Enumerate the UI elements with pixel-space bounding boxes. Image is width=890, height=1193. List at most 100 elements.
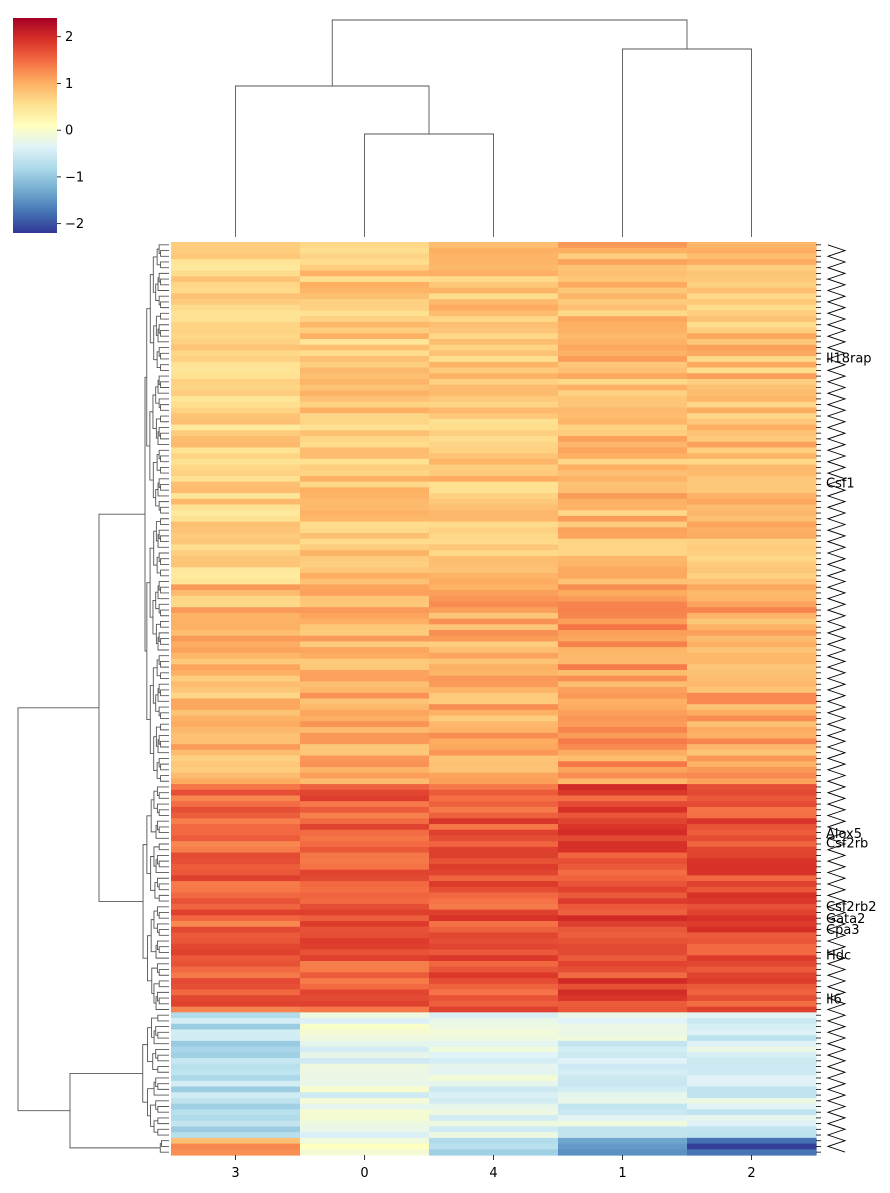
heatmap-cell xyxy=(429,932,559,939)
heatmap-cell xyxy=(300,550,430,557)
heatmap-cell xyxy=(558,727,688,734)
heatmap-cell xyxy=(558,881,688,888)
heatmap-cell xyxy=(687,824,817,831)
heatmap-cell xyxy=(687,515,817,523)
heatmap-cell xyxy=(429,281,559,289)
heatmap-cell xyxy=(429,304,559,312)
heatmap-cell xyxy=(171,1092,301,1099)
heatmap-cell xyxy=(300,852,430,859)
heatmap-cell xyxy=(300,276,430,283)
heatmap-cell xyxy=(300,293,430,300)
heatmap-cell xyxy=(687,447,817,454)
heatmap-cell xyxy=(300,1086,430,1093)
heatmap-cell xyxy=(171,892,301,899)
heatmap-cell xyxy=(300,841,430,848)
heatmap-cell xyxy=(171,692,301,700)
heatmap-cell xyxy=(300,761,430,768)
dendrogram-link xyxy=(153,983,160,1004)
heatmap-cell xyxy=(171,766,301,774)
heatmap-cell xyxy=(300,390,430,397)
dendrogram-link xyxy=(155,825,169,839)
heatmap-cell xyxy=(300,339,430,346)
heatmap-cell xyxy=(300,766,430,774)
heatmap-cell xyxy=(558,744,688,751)
heatmap-cell xyxy=(429,675,559,682)
heatmap-cell xyxy=(687,1063,817,1071)
heatmap-cell xyxy=(171,652,301,660)
heatmap-cell xyxy=(300,875,430,882)
heatmap-cell xyxy=(429,846,559,854)
dendrogram-link xyxy=(152,256,158,293)
heatmap-cell xyxy=(300,378,430,386)
heatmap-cell xyxy=(300,384,430,391)
heatmap-cell xyxy=(300,812,430,819)
heatmap-cell xyxy=(171,721,301,728)
heatmap-cell xyxy=(558,1143,688,1150)
heatmap-cell xyxy=(558,544,688,551)
heatmap-cell xyxy=(429,601,559,608)
heatmap-cell xyxy=(300,801,430,808)
heatmap-cell xyxy=(429,635,559,643)
heatmap-cell xyxy=(429,818,559,825)
heatmap-cell xyxy=(558,1092,688,1099)
heatmap-cell xyxy=(558,1006,688,1013)
heatmap-cell xyxy=(300,321,430,329)
heatmap-cell xyxy=(429,903,559,911)
heatmap-cell xyxy=(558,561,688,568)
heatmap-cell xyxy=(558,778,688,785)
heatmap-cell xyxy=(171,1046,301,1053)
heatmap-cell xyxy=(687,732,817,740)
heatmap-cell xyxy=(687,356,817,363)
heatmap-cell xyxy=(300,789,430,797)
heatmap-cell xyxy=(171,356,301,363)
heatmap-cell xyxy=(429,538,559,546)
heatmap-cell xyxy=(687,242,817,249)
heatmap-cell xyxy=(687,892,817,899)
heatmap-cell xyxy=(171,498,301,506)
heatmap-cell xyxy=(687,607,817,614)
heatmap-cell xyxy=(687,550,817,557)
heatmap-cell xyxy=(171,829,301,837)
heatmap-cell xyxy=(300,270,430,277)
heatmap-cell xyxy=(171,276,301,283)
heatmap-cell xyxy=(687,903,817,911)
heatmap-cell xyxy=(171,698,301,705)
heatmap-cell xyxy=(171,453,301,460)
dendrogram-link xyxy=(157,1031,169,1039)
colorbar-tick-label: −1 xyxy=(65,170,84,185)
heatmap-cell xyxy=(429,772,559,779)
heatmap-cell xyxy=(429,498,559,506)
heatmap-cell xyxy=(171,504,301,511)
heatmap-cell xyxy=(171,361,301,369)
heatmap-cell xyxy=(300,612,430,620)
heatmap-cell xyxy=(171,1035,301,1042)
heatmap-cell xyxy=(429,732,559,740)
heatmap-cell xyxy=(429,715,559,722)
heatmap-cell xyxy=(687,835,817,842)
heatmap-cell xyxy=(300,413,430,420)
heatmap-cell xyxy=(429,1149,559,1156)
heatmap-cell xyxy=(429,612,559,620)
heatmap-cell xyxy=(171,995,301,1002)
heatmap-cell xyxy=(171,647,301,654)
colorbar-tick-label: 2 xyxy=(65,30,73,45)
heatmap-cell xyxy=(687,339,817,346)
heatmap-cell xyxy=(171,921,301,928)
heatmap-cell xyxy=(171,1086,301,1093)
heatmap-cell xyxy=(300,846,430,854)
heatmap-cell xyxy=(687,1126,817,1133)
dendrogram-link xyxy=(158,969,169,976)
heatmap-cell xyxy=(171,441,301,449)
dendrogram-link xyxy=(160,250,169,257)
heatmap-cell xyxy=(687,709,817,717)
heatmap-cell xyxy=(558,299,688,306)
heatmap-cell xyxy=(300,886,430,894)
heatmap-cell xyxy=(687,561,817,568)
heatmap-cell xyxy=(558,1057,688,1065)
heatmap-cell xyxy=(687,418,817,426)
heatmap-cell xyxy=(687,281,817,289)
heatmap-cell xyxy=(171,1132,301,1139)
heatmap-cell xyxy=(558,949,688,956)
heatmap-cell xyxy=(171,738,301,745)
heatmap-cell xyxy=(429,1097,559,1105)
